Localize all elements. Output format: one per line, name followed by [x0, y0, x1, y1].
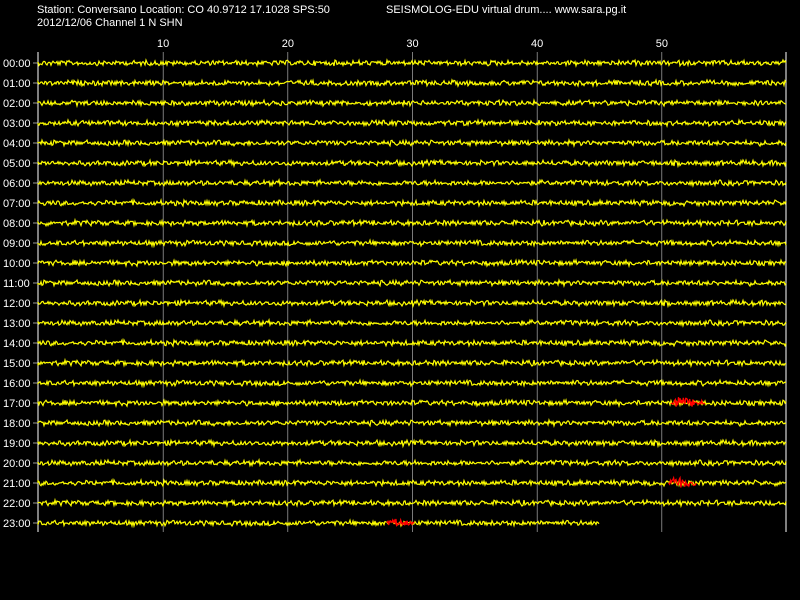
trace-row-0300: [37, 117, 787, 128]
x-tick-label-30: 30: [406, 38, 418, 50]
event-trace-2100: [668, 475, 697, 488]
row-label-1400: 14:00: [3, 338, 31, 350]
row-label-1500: 15:00: [3, 358, 31, 370]
row-label-1600: 16:00: [3, 378, 31, 390]
app-title-text: SEISMOLOG-EDU virtual drum.... www.sara.…: [386, 4, 627, 16]
trace-row-1500: [37, 357, 787, 369]
trace-row-2200: [37, 497, 787, 509]
trace-row-1600: [37, 378, 787, 389]
row-label-1000: 10:00: [3, 258, 31, 270]
trace-row-2000: [37, 457, 787, 468]
row-label-0400: 04:00: [3, 138, 31, 150]
trace-row-2300: [37, 518, 600, 529]
trace-row-1200: [37, 298, 787, 309]
row-label-0600: 06:00: [3, 178, 31, 190]
x-tick-label-50: 50: [656, 38, 668, 50]
row-label-1100: 11:00: [3, 278, 30, 290]
row-label-0200: 02:00: [3, 98, 31, 110]
row-label-1900: 19:00: [3, 438, 31, 450]
event-trace-2300: [386, 517, 415, 527]
trace-row-0900: [37, 238, 787, 249]
trace-row-1900: [37, 438, 787, 449]
trace-row-2100: [37, 478, 787, 488]
trace-row-1800: [37, 417, 787, 428]
trace-row-0800: [37, 217, 787, 229]
x-tick-label-40: 40: [531, 38, 543, 50]
date-channel-text: 2012/12/06 Channel 1 N SHN: [37, 17, 183, 29]
trace-row-0500: [37, 158, 787, 169]
row-label-0000: 00:00: [3, 58, 31, 70]
x-tick-label-10: 10: [157, 38, 169, 50]
trace-row-0100: [37, 78, 787, 88]
row-label-2300: 23:00: [3, 518, 31, 530]
row-label-1200: 12:00: [3, 298, 31, 310]
trace-row-0000: [37, 58, 787, 68]
trace-row-0400: [37, 137, 787, 148]
row-label-0800: 08:00: [3, 218, 31, 230]
row-label-1300: 13:00: [3, 318, 31, 330]
trace-row-0600: [37, 177, 787, 188]
trace-row-0700: [37, 198, 787, 208]
trace-row-0200: [37, 98, 787, 109]
row-label-1800: 18:00: [3, 418, 31, 430]
row-label-0100: 01:00: [3, 78, 31, 90]
trace-row-1400: [37, 338, 787, 348]
row-label-1700: 17:00: [3, 398, 31, 410]
row-label-0900: 09:00: [3, 238, 31, 250]
event-trace-1700: [670, 397, 706, 407]
trace-row-1300: [37, 317, 787, 328]
trace-row-1000: [37, 257, 787, 269]
trace-row-1700: [37, 397, 787, 409]
row-label-2100: 21:00: [3, 478, 31, 490]
row-label-0700: 07:00: [3, 198, 31, 210]
row-label-0300: 03:00: [3, 118, 31, 130]
row-label-2000: 20:00: [3, 458, 31, 470]
row-label-2200: 22:00: [3, 498, 31, 510]
trace-row-1100: [37, 277, 787, 288]
x-tick-label-20: 20: [282, 38, 294, 50]
row-label-0500: 05:00: [3, 158, 31, 170]
station-info-text: Station: Conversano Location: CO 40.9712…: [37, 4, 330, 16]
